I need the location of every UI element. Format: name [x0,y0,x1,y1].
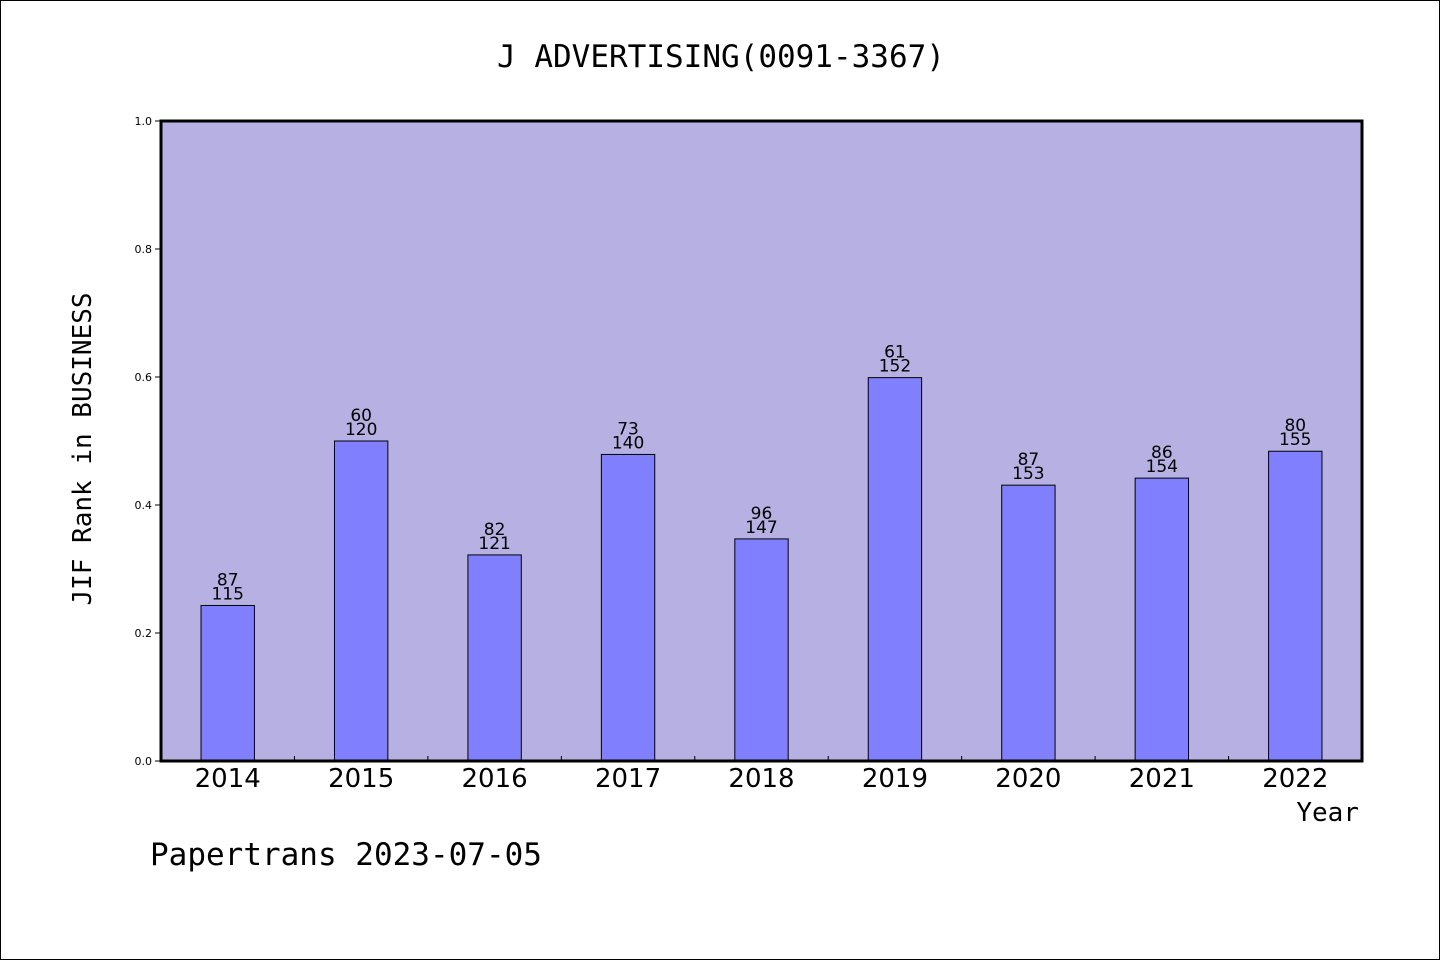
y-axis: 0.0 0.2 0.4 0.6 0.8 1.0 [135,115,161,768]
bars-layer: 8711560120821217314096147611528715386154… [200,343,1323,762]
chart-title: J ADVERTISING(0091-3367) [497,39,945,75]
bar-2019 [867,377,923,762]
x-axis: 2014 2015 2016 2017 2018 2019 2020 2021 2022 [195,756,1328,794]
bar-rank-label-2018: 96 [751,504,773,524]
bar-total-label-2021: 154 [1146,457,1178,477]
footer-text: Papertrans 2023-07-05 [150,837,542,873]
x-tick-label-2020: 2020 [995,764,1061,794]
bar-total-label-2018: 147 [745,518,777,538]
x-tick-label-2017: 2017 [595,764,661,794]
x-tick-label-2016: 2016 [462,764,528,794]
bar-rank-label-2021: 86 [1151,443,1173,463]
y-tick-label: 0.2 [135,627,153,640]
bar-2015 [333,440,389,762]
x-tick-label-2014: 2014 [195,764,261,794]
bar-total-label-2017: 140 [612,433,644,453]
bar-rank-label-2014: 87 [217,570,239,590]
bar-total-label-2015: 120 [345,420,377,440]
x-tick-label-2019: 2019 [862,764,928,794]
y-tick-label: 0.0 [135,755,153,768]
bar-rank-label-2017: 73 [617,419,639,439]
bar-total-label-2022: 155 [1279,430,1311,450]
bar-total-label-2019: 152 [879,357,911,377]
y-axis-label: JIF Rank in BUSINESS [68,292,98,605]
bar-2020 [1001,484,1056,762]
x-tick-label-2022: 2022 [1262,764,1328,794]
bar-2017 [600,453,656,762]
bar-2022 [1268,450,1323,762]
x-axis-label: Year [1296,798,1359,828]
y-tick-label: 0.4 [135,499,153,512]
y-tick-label: 0.6 [135,371,153,384]
bar-rank-label-2016: 82 [484,520,506,540]
plot-border [159,119,1364,763]
x-tick-label-2018: 2018 [728,764,794,794]
bar-2014 [200,604,255,762]
bar-2021 [1134,477,1190,762]
y-tick-label: 1.0 [135,115,153,128]
y-tick-label: 0.8 [135,243,153,256]
bar-2018 [734,538,789,762]
bar-total-label-2014: 115 [211,584,243,604]
bar-rank-label-2015: 60 [350,406,372,426]
bar-2016 [467,554,522,762]
bar-total-label-2016: 121 [478,534,510,554]
bar-rank-label-2020: 87 [1018,450,1040,470]
bar-rank-label-2022: 80 [1284,416,1306,436]
x-tick-label-2015: 2015 [328,764,394,794]
bar-total-label-2020: 153 [1012,464,1044,484]
bar-rank-label-2019: 61 [884,343,906,363]
x-tick-label-2021: 2021 [1129,764,1195,794]
